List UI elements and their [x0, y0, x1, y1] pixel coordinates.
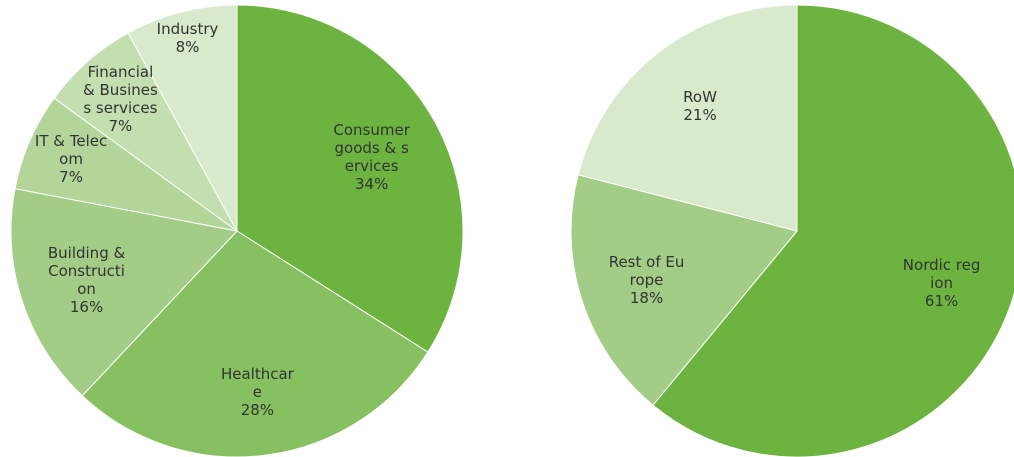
- slice-label: Financial & Business services 7%: [81, 63, 159, 135]
- category-label: Consumer goods & services: [333, 120, 410, 175]
- category-label: Rest of Europe: [608, 252, 685, 289]
- value-label: 7%: [59, 168, 83, 187]
- category-label: Nordic region: [902, 256, 981, 293]
- pie-slice: [10, 188, 238, 397]
- slice-label: RoW 21%: [661, 88, 739, 124]
- category-label: Financial & Business services: [83, 62, 158, 117]
- slice-label: Building & Construction 16%: [48, 244, 126, 316]
- category-label: IT & Telecom: [34, 132, 108, 169]
- category-label: RoW: [683, 87, 717, 106]
- value-label: 21%: [683, 105, 717, 124]
- value-label: 61%: [924, 292, 959, 311]
- slice-label: IT & Telecom 7%: [32, 132, 110, 186]
- slice-label: Consumer goods & services 34%: [333, 121, 411, 193]
- category-label: Healthcare: [220, 365, 294, 402]
- category-label: Building & Construction: [47, 243, 126, 298]
- slice-label: Industry 8%: [149, 20, 227, 56]
- pie-slice: [570, 174, 798, 406]
- value-label: 34%: [354, 174, 389, 193]
- pie-slice: [577, 4, 798, 232]
- pie-slice: [236, 4, 464, 353]
- pie-slice: [127, 4, 238, 232]
- value-label: 7%: [108, 116, 133, 135]
- pie-slice: [652, 4, 1014, 457]
- value-label: 28%: [240, 401, 275, 420]
- slice-label: Nordic region 61%: [903, 256, 981, 310]
- pie-slice: [81, 230, 429, 457]
- value-label: 8%: [175, 38, 200, 57]
- category-label: Industry: [156, 20, 219, 39]
- value-label: 18%: [629, 288, 664, 307]
- slice-label: Rest of Europe 18%: [608, 253, 686, 307]
- slice-label: Healthcare 28%: [218, 365, 296, 419]
- value-label: 16%: [69, 297, 104, 316]
